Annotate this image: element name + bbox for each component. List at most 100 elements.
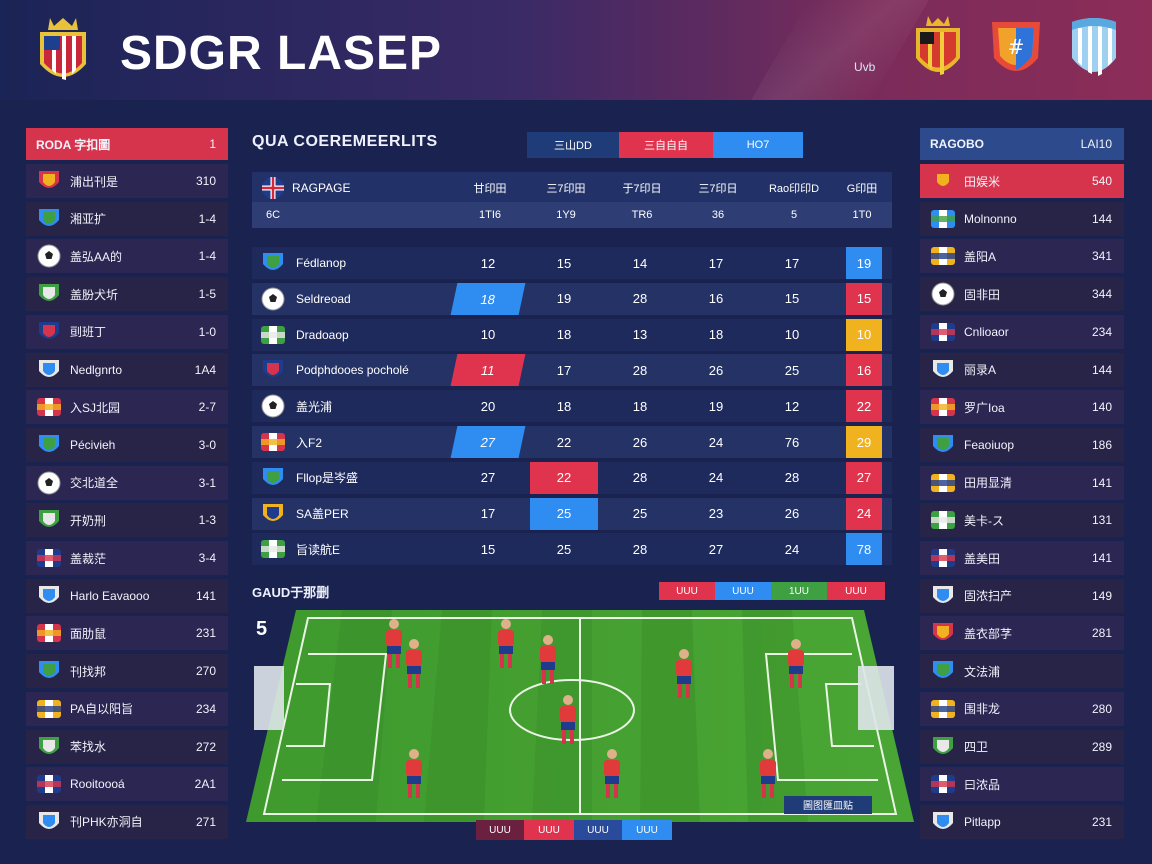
crest-spain-icon[interactable]: [910, 14, 966, 86]
right-panel-item[interactable]: Molnonno 144: [920, 201, 1124, 236]
tab-1[interactable]: 三自自自: [619, 132, 713, 158]
left-panel-item-value: 3-1: [198, 475, 216, 490]
right-panel-item[interactable]: 围非龙 280: [920, 691, 1124, 726]
player-figure[interactable]: [788, 639, 804, 688]
right-panel-item[interactable]: Cnlioaor 234: [920, 314, 1124, 349]
legend-chip-0[interactable]: UUU: [659, 582, 715, 600]
right-panel-item[interactable]: 盖美田 141: [920, 541, 1124, 575]
uk-flag-icon: [262, 177, 284, 199]
right-panel-item[interactable]: Feaoiuop 186: [920, 427, 1124, 462]
right-panel-item[interactable]: 盖衣部芓 281: [920, 616, 1124, 651]
stat-cell: 28: [632, 470, 648, 486]
stat-cell: 23: [708, 506, 724, 522]
stat-cell: 18: [708, 327, 724, 343]
player-figure[interactable]: [406, 749, 422, 798]
player-figure[interactable]: [604, 749, 620, 798]
player-figure[interactable]: [386, 619, 402, 668]
tab-0[interactable]: 三山DD: [527, 132, 619, 158]
left-panel-item[interactable]: Rooitoooá 2A1: [26, 767, 228, 802]
stats-col-1[interactable]: 三7印田: [546, 183, 586, 195]
stats-col-5[interactable]: G印田: [846, 183, 878, 195]
player-figure[interactable]: [676, 649, 692, 698]
right-panel-item[interactable]: 美卡-ス 131: [920, 503, 1124, 538]
table-row[interactable]: Fllop是岑盛 27 22 28 24 28 27: [252, 461, 892, 494]
bottom-tab-1[interactable]: UUU: [524, 820, 574, 840]
table-row[interactable]: Seldreoad 18 19 28 16 15 15: [252, 282, 892, 315]
legend-chip-1[interactable]: UUU: [715, 582, 771, 600]
tab-2[interactable]: HO7: [713, 132, 803, 158]
crest-stripes-icon[interactable]: [1066, 14, 1122, 86]
left-panel-item[interactable]: 浦出刊是 310: [26, 164, 228, 198]
table-row[interactable]: Podphdooes pocholé 11 17 28 26 25 16: [252, 354, 892, 387]
stat-cell: 17: [480, 506, 496, 522]
flag-icon: [36, 620, 62, 646]
bottom-tab-0[interactable]: UUU: [476, 820, 524, 840]
stat-cell: 19: [846, 247, 882, 279]
left-panel-item[interactable]: Harlo Eavaooo 141: [26, 578, 228, 613]
right-panel-item[interactable]: 曰浓品: [920, 767, 1124, 802]
left-panel-item[interactable]: 湘亚扩 1-4: [26, 201, 228, 236]
left-panel-item[interactable]: 交北道全 3-1: [26, 465, 228, 500]
left-panel-item-value: 1-5: [198, 287, 216, 302]
legend-chip-2[interactable]: 1UU: [771, 582, 827, 600]
player-figure[interactable]: [540, 635, 556, 684]
right-panel-item-label: 曰浓品: [964, 777, 1001, 792]
table-row[interactable]: SA盖PER 17 25 25 23 26 24: [252, 497, 892, 530]
left-panel-item[interactable]: 刯班丁 1-0: [26, 314, 228, 349]
player-figure[interactable]: [498, 619, 514, 668]
right-panel-item[interactable]: 田娱米 540: [920, 164, 1124, 198]
left-panel-item[interactable]: 盖肦犬圻 1-5: [26, 277, 228, 312]
left-panel-item[interactable]: Pécivieh 3-0: [26, 427, 228, 462]
crest-icon: [36, 809, 62, 835]
stats-col-0[interactable]: 甘印田: [473, 183, 507, 195]
right-panel-item-label: Pitlapp: [964, 814, 1001, 829]
flag-icon: [930, 243, 956, 269]
right-panel-item[interactable]: 罗广Ioa 140: [920, 390, 1124, 425]
table-row[interactable]: 盖光浦 20 18 18 19 12 22: [252, 390, 892, 423]
right-panel-item[interactable]: Pitlapp 231: [920, 804, 1124, 839]
right-panel-item[interactable]: 固浓扫产 149: [920, 578, 1124, 613]
flag-icon: [930, 206, 956, 232]
stat-cell: 76: [784, 434, 800, 450]
stat-cell: 18: [450, 282, 526, 315]
right-panel-item[interactable]: 文法浦: [920, 654, 1124, 689]
left-panel-item[interactable]: 开奶刑 1-3: [26, 503, 228, 538]
left-panel-item[interactable]: 刊PHK亦洞自 271: [26, 804, 228, 839]
bottom-tab-3[interactable]: UUU: [622, 820, 672, 840]
right-panel-item[interactable]: 四卫 289: [920, 729, 1124, 764]
right-panel-item-value: 141: [1091, 475, 1112, 490]
legend-chip-3[interactable]: UUU: [827, 582, 885, 600]
table-row[interactable]: 入F2 27 22 26 24 76 29: [252, 426, 892, 458]
left-panel-item[interactable]: 面肋鼠 231: [26, 616, 228, 651]
left-panel-item[interactable]: 刊找邦 270: [26, 654, 228, 689]
formation-badge: [784, 796, 872, 814]
table-row[interactable]: 旨读航E 15 25 28 27 24 78: [252, 533, 892, 566]
player-figure[interactable]: [406, 639, 422, 688]
right-panel-item[interactable]: 盖阳A 341: [920, 239, 1124, 274]
table-row[interactable]: Fédlanop 12 15 14 17 17 19: [252, 247, 892, 279]
stats-col-2[interactable]: 于7印日: [622, 183, 662, 195]
bottom-tab-2[interactable]: UUU: [574, 820, 622, 840]
stats-team-label: RAGPAGE: [292, 181, 351, 195]
right-panel-item[interactable]: 固非田 344: [920, 277, 1124, 312]
player-figure[interactable]: [560, 695, 576, 744]
left-panel-item[interactable]: PA自以阳旨 234: [26, 691, 228, 726]
left-panel-item[interactable]: 入SJ北园 2-7: [26, 390, 228, 425]
stats-col-4[interactable]: Rao印印D: [768, 183, 820, 195]
left-panel-item[interactable]: Nedlgnrto 1A4: [26, 352, 228, 387]
left-panel-item[interactable]: 盖弘AA的 1-4: [26, 239, 228, 274]
crest-icon: [930, 809, 956, 835]
crest-icon: [36, 168, 62, 194]
player-figure[interactable]: [760, 749, 776, 798]
stats-col-3[interactable]: 三7印日: [698, 183, 738, 195]
right-panel-item-value: 231: [1091, 814, 1112, 829]
left-panel-item[interactable]: 盖裁茫 3-4: [26, 541, 228, 575]
table-row[interactable]: Dradoaop 10 18 13 18 10 10: [252, 318, 892, 351]
right-panel-item[interactable]: 丽录A 144: [920, 352, 1124, 387]
crest-shield-icon[interactable]: #: [988, 14, 1044, 86]
football-pitch[interactable]: 圖图匯皿贴: [246, 608, 914, 840]
stat-cell: 11: [450, 354, 526, 387]
left-panel-item-value: 1-4: [198, 249, 216, 264]
right-panel-item[interactable]: 田用显清 141: [920, 465, 1124, 500]
left-panel-item[interactable]: 苯找水 272: [26, 729, 228, 764]
